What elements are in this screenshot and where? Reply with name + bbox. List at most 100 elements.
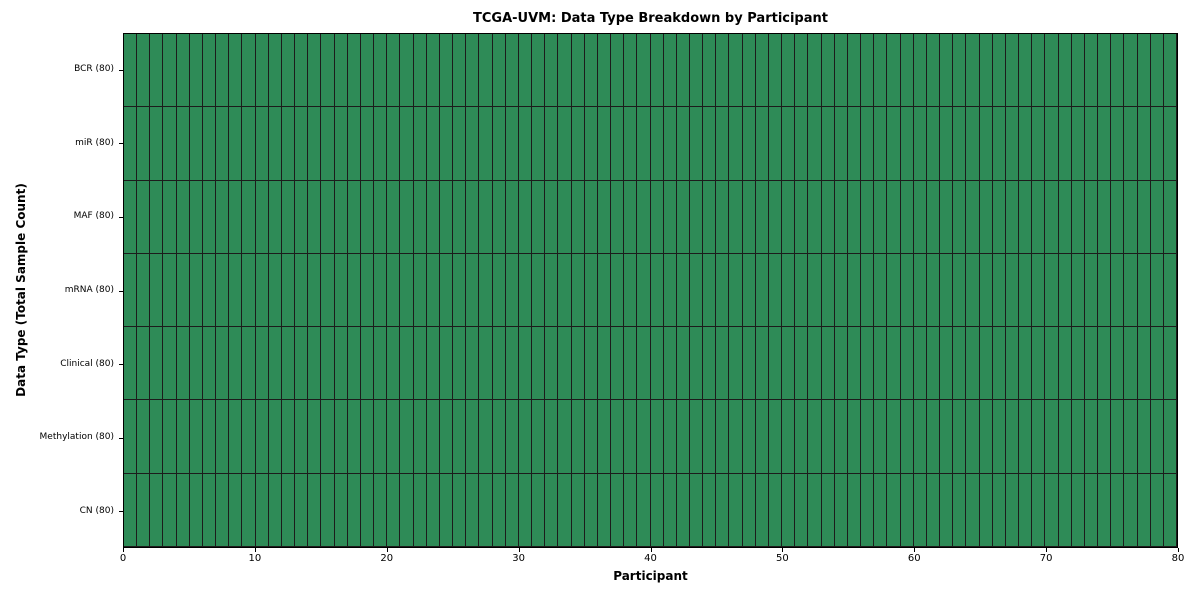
heatmap-cell bbox=[426, 473, 440, 547]
heatmap-cell bbox=[821, 473, 835, 547]
heatmap-cell bbox=[689, 107, 704, 181]
heatmap-cell bbox=[926, 327, 941, 401]
heatmap-cell bbox=[124, 107, 138, 181]
heatmap-cell bbox=[360, 253, 375, 328]
heatmap-cell bbox=[676, 34, 690, 108]
heatmap-cell bbox=[940, 473, 954, 547]
heatmap-cell bbox=[150, 327, 164, 401]
heatmap-cell bbox=[953, 473, 967, 547]
heatmap-cell bbox=[676, 180, 690, 254]
heatmap-cell bbox=[295, 473, 309, 547]
heatmap-cell bbox=[1084, 253, 1099, 328]
heatmap-cell bbox=[347, 34, 361, 108]
heatmap-cell bbox=[150, 107, 164, 181]
heatmap-cell bbox=[255, 327, 269, 401]
heatmap-cell bbox=[834, 473, 848, 547]
heatmap-cell bbox=[755, 180, 769, 254]
heatmap-cell bbox=[505, 34, 519, 108]
heatmap-cell bbox=[1124, 327, 1138, 401]
heatmap-cell bbox=[321, 400, 335, 474]
heatmap-cell bbox=[229, 400, 243, 474]
heatmap-cell bbox=[861, 107, 875, 181]
heatmap-cell bbox=[755, 327, 769, 401]
x-tick-mark bbox=[650, 548, 652, 552]
heatmap-cell bbox=[189, 400, 203, 474]
heatmap-cell bbox=[532, 34, 546, 108]
heatmap-cell bbox=[1163, 253, 1177, 328]
heatmap-cell bbox=[347, 473, 361, 547]
heatmap-cell bbox=[874, 473, 888, 547]
heatmap-cell bbox=[334, 180, 348, 254]
heatmap-cell bbox=[1071, 253, 1085, 328]
heatmap-cell bbox=[1084, 400, 1099, 474]
heatmap-cell bbox=[1124, 253, 1138, 328]
heatmap-cell bbox=[742, 400, 756, 474]
y-tick-label: Methylation (80) bbox=[39, 432, 114, 443]
heatmap-cell bbox=[729, 34, 743, 108]
heatmap-cell bbox=[742, 253, 756, 328]
heatmap-cell bbox=[229, 107, 243, 181]
heatmap-cell bbox=[782, 473, 796, 547]
heatmap-cell bbox=[453, 34, 467, 108]
heatmap-cell bbox=[755, 400, 769, 474]
heatmap-cell bbox=[887, 473, 901, 547]
heatmap-cell bbox=[281, 253, 296, 328]
heatmap-cell bbox=[426, 253, 440, 328]
heatmap-cell bbox=[676, 327, 690, 401]
heatmap-cell bbox=[308, 180, 322, 254]
heatmap-cell bbox=[176, 473, 190, 547]
heatmap-cell bbox=[545, 327, 559, 401]
heatmap-cell bbox=[268, 253, 282, 328]
heatmap-cell bbox=[281, 400, 296, 474]
heatmap-cell bbox=[808, 34, 822, 108]
heatmap-cell bbox=[242, 327, 256, 401]
heatmap-cell bbox=[242, 473, 256, 547]
heatmap-cell bbox=[1137, 400, 1151, 474]
heatmap-cell bbox=[900, 34, 914, 108]
heatmap-cell bbox=[137, 107, 151, 181]
heatmap-cell bbox=[466, 107, 480, 181]
heatmap-cell bbox=[1084, 107, 1099, 181]
heatmap-cell bbox=[953, 34, 967, 108]
heatmap-cell bbox=[374, 473, 388, 547]
heatmap-cell bbox=[742, 473, 756, 547]
heatmap-cell bbox=[584, 473, 598, 547]
heatmap-cell bbox=[1150, 180, 1164, 254]
heatmap-cell bbox=[821, 327, 835, 401]
heatmap-cell bbox=[689, 473, 704, 547]
heatmap-cell bbox=[755, 34, 769, 108]
heatmap-cell bbox=[795, 34, 809, 108]
heatmap-cell bbox=[992, 400, 1006, 474]
heatmap-cell bbox=[571, 180, 585, 254]
heatmap-cell bbox=[1124, 34, 1138, 108]
heatmap-cell bbox=[1019, 107, 1033, 181]
heatmap-cell bbox=[624, 327, 638, 401]
heatmap-cell bbox=[808, 400, 822, 474]
heatmap-cell bbox=[584, 107, 598, 181]
heatmap-cell bbox=[505, 473, 519, 547]
heatmap-cell bbox=[124, 253, 138, 328]
heatmap-cell bbox=[374, 253, 388, 328]
heatmap-cell bbox=[216, 473, 230, 547]
heatmap-cell bbox=[492, 327, 506, 401]
heatmap-cell bbox=[926, 180, 941, 254]
heatmap-cell bbox=[742, 34, 756, 108]
heatmap-cell bbox=[281, 34, 296, 108]
heatmap-cell bbox=[716, 400, 730, 474]
heatmap-cell bbox=[1019, 400, 1033, 474]
y-tick-mark bbox=[119, 290, 123, 292]
heatmap-cell bbox=[163, 473, 177, 547]
heatmap-cell bbox=[518, 107, 533, 181]
heatmap-cell bbox=[492, 253, 506, 328]
heatmap-cell bbox=[308, 253, 322, 328]
heatmap-cell bbox=[400, 400, 414, 474]
heatmap-cell bbox=[532, 180, 546, 254]
heatmap-cell bbox=[558, 34, 572, 108]
heatmap-cell bbox=[571, 400, 585, 474]
heatmap-cell bbox=[518, 253, 533, 328]
heatmap-cell bbox=[1163, 180, 1177, 254]
heatmap-cell bbox=[281, 473, 296, 547]
heatmap-cell bbox=[255, 34, 269, 108]
heatmap-cell bbox=[808, 473, 822, 547]
heatmap-cell bbox=[334, 327, 348, 401]
